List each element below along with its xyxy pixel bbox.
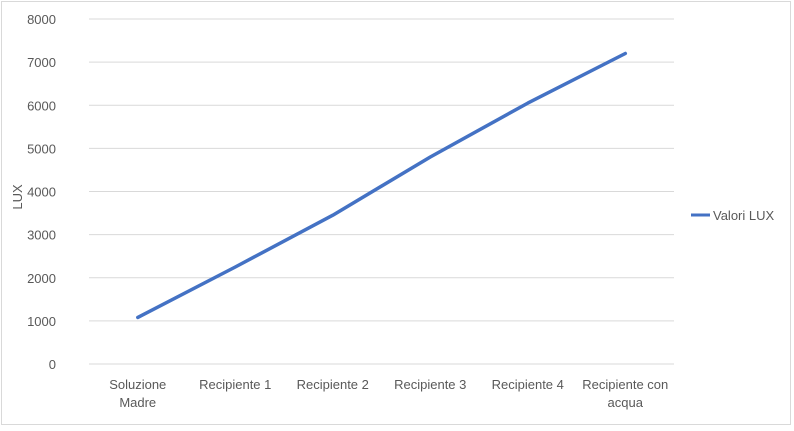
y-axis-label: LUX bbox=[10, 184, 25, 210]
y-tick-label-6000: 6000 bbox=[27, 98, 56, 113]
y-tick-label-4000: 4000 bbox=[27, 185, 56, 200]
y-tick-label-1000: 1000 bbox=[27, 314, 56, 329]
chart-frame: 0 1000 2000 3000 4000 5000 6000 7000 8000 Soluzi… bbox=[1, 1, 791, 425]
x-tick-label-3: Recipiente 2 bbox=[297, 377, 369, 392]
x-axis-tick-labels: Soluzione Madre Recipiente 1 Recipiente 2 Re… bbox=[109, 377, 668, 410]
x-tick-label-4: Recipiente 3 bbox=[394, 377, 466, 392]
gridlines bbox=[89, 19, 674, 364]
x-tick-label-6-line-2: acqua bbox=[608, 395, 644, 410]
y-tick-label-0: 0 bbox=[49, 357, 56, 372]
y-tick-label-3000: 3000 bbox=[27, 228, 56, 243]
y-tick-label-8000: 8000 bbox=[27, 12, 56, 27]
x-tick-label-1-line-1: Soluzione bbox=[109, 377, 166, 392]
y-tick-label-2000: 2000 bbox=[27, 271, 56, 286]
x-tick-label-6-line-1: Recipiente con bbox=[582, 377, 668, 392]
x-tick-label-2: Recipiente 1 bbox=[199, 377, 271, 392]
x-tick-label-5: Recipiente 4 bbox=[492, 377, 564, 392]
y-tick-label-7000: 7000 bbox=[27, 55, 56, 70]
legend: Valori LUX bbox=[691, 208, 775, 223]
y-axis-tick-labels: 0 1000 2000 3000 4000 5000 6000 7000 8000 bbox=[27, 12, 56, 372]
line-chart: 0 1000 2000 3000 4000 5000 6000 7000 8000 Soluzi… bbox=[2, 2, 792, 426]
y-tick-label-5000: 5000 bbox=[27, 141, 56, 156]
legend-label-valori-lux: Valori LUX bbox=[713, 208, 775, 223]
x-tick-label-1-line-2: Madre bbox=[119, 395, 156, 410]
